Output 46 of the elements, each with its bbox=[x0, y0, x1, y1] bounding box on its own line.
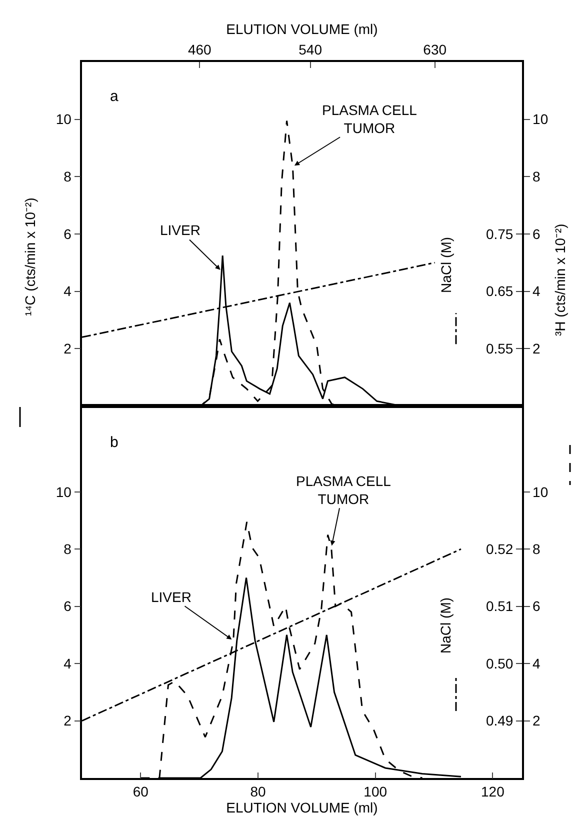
y-tick-label: 4 bbox=[64, 283, 72, 300]
x-tick-label: 100 bbox=[364, 784, 388, 800]
annotation: LIVER bbox=[151, 589, 192, 605]
y3-tick-label: 0.51 bbox=[486, 598, 514, 614]
x-tick-label: 120 bbox=[480, 784, 505, 800]
x-tick-label: 540 bbox=[298, 42, 322, 58]
y2-tick-label: 6 bbox=[532, 598, 541, 614]
x-tick-label: 80 bbox=[250, 784, 266, 800]
y-axis-title: ¹⁴C (cts/min x 10⁻²) bbox=[22, 198, 38, 316]
y-tick-label: 4 bbox=[64, 655, 72, 672]
annotation: PLASMA CELL TUMOR bbox=[322, 102, 418, 136]
y3-tick-label: 0.52 bbox=[486, 540, 514, 557]
y-tick-label: 8 bbox=[64, 540, 72, 557]
y2-tick-label: 6 bbox=[532, 226, 541, 242]
x-tick-label: 460 bbox=[188, 42, 212, 58]
y2-tick-label: 10 bbox=[532, 484, 548, 500]
y-tick-label: 2 bbox=[64, 340, 72, 357]
x-axis-title: ELUTION VOLUME (ml) bbox=[226, 20, 378, 37]
y3-axis-title: NaCl (M) bbox=[438, 236, 454, 293]
y3-tick-label: 0.49 bbox=[486, 712, 514, 729]
y2-tick-label: 2 bbox=[532, 340, 541, 357]
y2-tick-label: 4 bbox=[532, 283, 541, 300]
x-axis-title: ELUTION VOLUME (ml) bbox=[226, 800, 378, 816]
y2-tick-label: 2 bbox=[532, 712, 541, 729]
y-tick-label: 2 bbox=[64, 712, 72, 729]
annotation: b bbox=[110, 434, 118, 451]
y2-tick-label: 10 bbox=[532, 111, 548, 128]
y2-tick-label: 4 bbox=[532, 655, 541, 672]
y2-axis-title: ³H (cts/min x 10⁻²) bbox=[552, 224, 568, 336]
y2-tick-label: 8 bbox=[532, 168, 541, 185]
y2-tick-label: 8 bbox=[532, 540, 541, 557]
y3-tick-label: 0.50 bbox=[486, 655, 514, 672]
x-tick-label: 630 bbox=[423, 42, 447, 58]
x-tick-label: 60 bbox=[132, 784, 149, 800]
y-tick-label: 8 bbox=[64, 168, 72, 185]
y3-tick-label: 0.55 bbox=[486, 340, 514, 357]
y3-tick-label: 0.75 bbox=[486, 226, 514, 242]
annotation: PLASMA CELL TUMOR bbox=[296, 473, 392, 508]
y3-axis-title: NaCl (M) bbox=[438, 597, 454, 654]
annotation: a bbox=[110, 88, 119, 105]
y-tick-label: 10 bbox=[56, 484, 72, 500]
y3-tick-label: 0.65 bbox=[486, 283, 514, 300]
y-tick-label: 6 bbox=[64, 226, 72, 242]
y-tick-label: 6 bbox=[64, 598, 72, 614]
annotation: LIVER bbox=[160, 222, 200, 238]
y-tick-label: 10 bbox=[56, 111, 72, 128]
